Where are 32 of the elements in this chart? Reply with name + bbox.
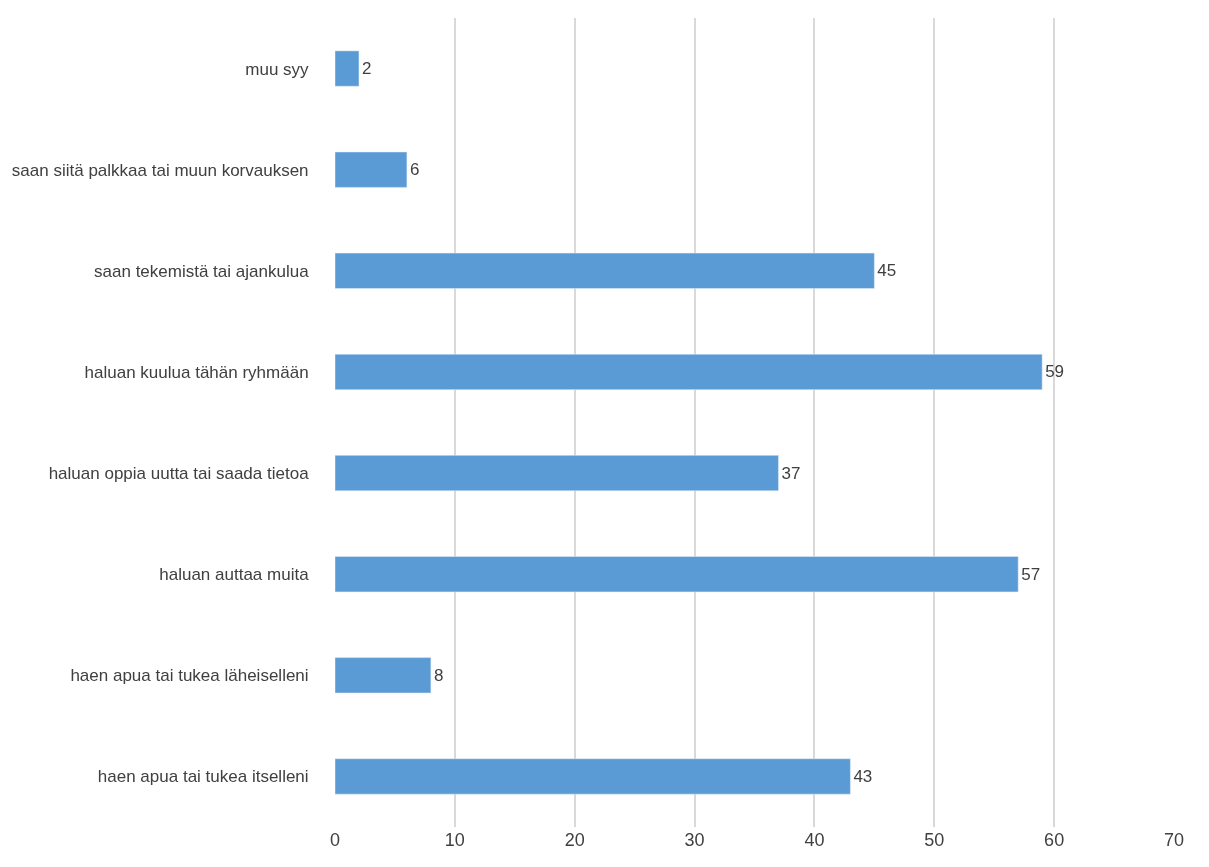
y-tick-label: haen apua tai tukea läheiselleni	[70, 666, 309, 686]
x-tick-label: 30	[684, 830, 705, 850]
data-label: 57	[1021, 564, 1041, 584]
bar	[335, 455, 779, 492]
x-tick-label: 60	[1044, 830, 1065, 850]
x-tick-label: 70	[1163, 830, 1185, 850]
data-label: 59	[1045, 362, 1065, 382]
x-tick-label: 50	[924, 830, 945, 850]
data-label: 8	[433, 665, 444, 685]
data-label: 6	[409, 160, 420, 180]
bar	[335, 556, 1019, 593]
bar	[335, 758, 851, 795]
x-tick-label: 20	[564, 830, 585, 850]
y-tick-label: saan tekemistä tai ajankulua	[94, 261, 310, 281]
y-tick-label: saan siitä palkkaa tai muun korvauksen	[11, 160, 309, 180]
bar	[335, 151, 408, 188]
x-tick-label: 10	[444, 830, 465, 850]
bar	[335, 252, 875, 289]
y-tick-label: haluan auttaa muita	[159, 565, 310, 585]
data-label: 37	[781, 463, 801, 483]
data-label: 45	[877, 261, 897, 281]
data-label: 2	[361, 59, 372, 79]
y-tick-label: haen apua tai tukea itselleni	[97, 767, 309, 787]
y-tick-label: haluan kuulua tähän ryhmään	[84, 362, 309, 382]
bar	[335, 50, 360, 87]
x-tick-label: 40	[804, 830, 825, 850]
x-tick-label: 0	[329, 830, 341, 850]
bar	[335, 657, 432, 694]
y-tick-label: haluan oppia uutta tai saada tietoa	[48, 464, 310, 484]
bar	[335, 353, 1043, 390]
y-tick-label: muu syy	[245, 59, 310, 79]
data-label: 43	[853, 766, 873, 786]
